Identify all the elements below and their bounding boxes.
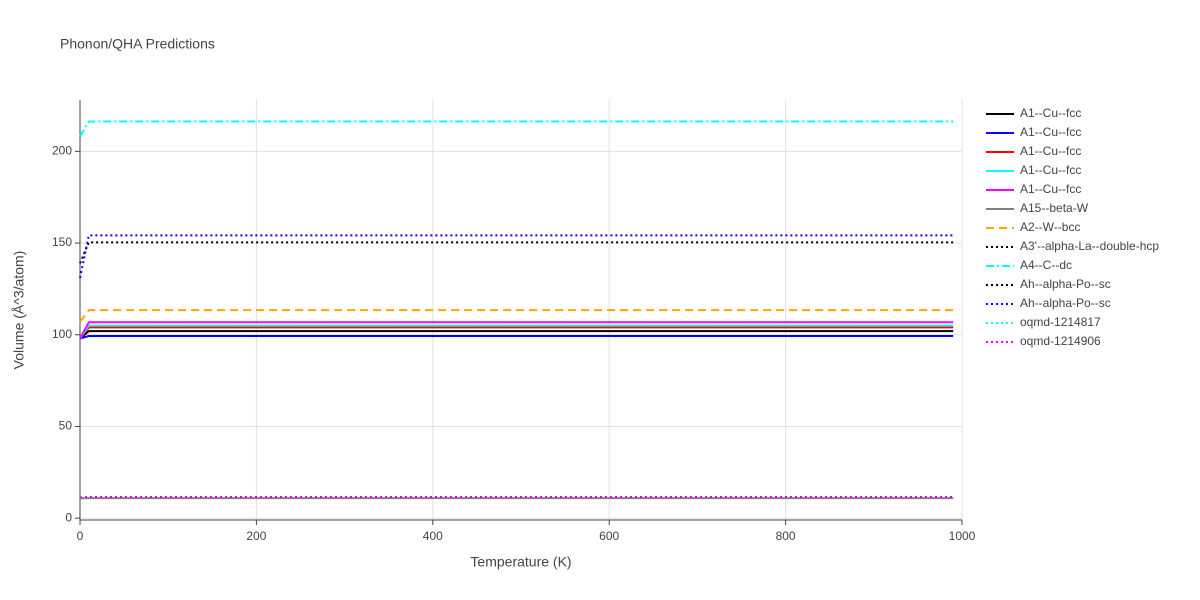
- plot-area: [79, 120, 954, 500]
- legend-label: oqmd-1214817: [1020, 315, 1101, 329]
- series-line: [79, 309, 954, 323]
- x-tick-label: 600: [599, 529, 619, 543]
- legend-label: A1--Cu--fcc: [1020, 125, 1081, 139]
- x-tick-label: 800: [776, 529, 796, 543]
- y-tick-label: 150: [52, 235, 72, 249]
- series-line: [79, 321, 954, 339]
- y-tick-label: 0: [65, 510, 72, 524]
- legend-label: A1--Cu--fcc: [1020, 163, 1081, 177]
- x-tick-label: 400: [423, 529, 443, 543]
- legend-label: Ah--alpha-Po--sc: [1020, 296, 1111, 310]
- y-tick-label: 200: [52, 144, 72, 158]
- legend-label: A15--beta-W: [1020, 201, 1089, 215]
- series-line: [79, 335, 954, 340]
- y-tick-label: 50: [59, 419, 73, 433]
- series-line: [79, 120, 954, 138]
- series-line: [79, 241, 954, 264]
- legend-label: A1--Cu--fcc: [1020, 106, 1081, 120]
- x-tick-label: 200: [246, 529, 266, 543]
- legend: A1--Cu--fcc A1--Cu--fcc A1--Cu--fcc A1--Cu-…: [986, 106, 1159, 348]
- legend-label: A1--Cu--fcc: [1020, 182, 1081, 196]
- x-tick-label: 0: [77, 529, 84, 543]
- legend-label: A1--Cu--fcc: [1020, 144, 1081, 158]
- legend-label: oqmd-1214906: [1020, 334, 1101, 348]
- legend-label: Ah--alpha-Po--sc: [1020, 277, 1111, 291]
- chart-title: Phonon/QHA Predictions: [60, 36, 215, 52]
- y-tick-label: 100: [52, 327, 72, 341]
- legend-label: A3'--alpha-La--double-hcp: [1020, 239, 1159, 253]
- legend-label: A2--W--bcc: [1020, 220, 1080, 234]
- legend-label: A4--C--dc: [1020, 258, 1072, 272]
- x-tick-label: 1000: [949, 529, 976, 543]
- y-axis-title: Volume (Å^3/atom): [11, 251, 27, 370]
- x-axis-title: Temperature (K): [470, 554, 571, 570]
